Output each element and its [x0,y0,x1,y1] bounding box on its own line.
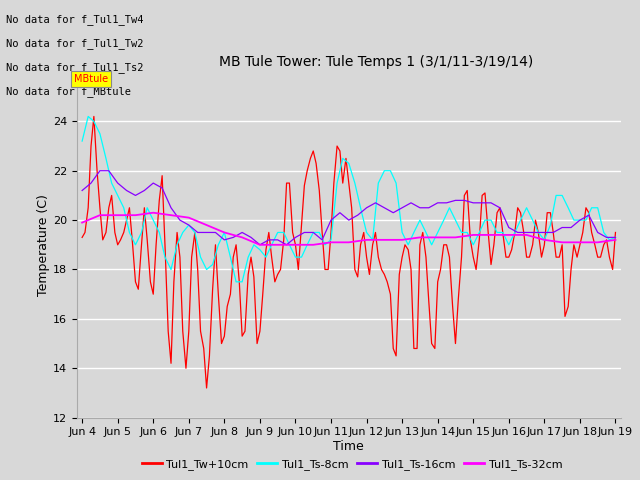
Text: No data for f_Tul1_Ts2: No data for f_Tul1_Ts2 [6,62,144,73]
Title: MB Tule Tower: Tule Temps 1 (3/1/11-3/19/14): MB Tule Tower: Tule Temps 1 (3/1/11-3/19… [219,56,533,70]
Text: No data for f_Tul1_Tw2: No data for f_Tul1_Tw2 [6,38,144,49]
Text: No data for f_Tul1_Tw4: No data for f_Tul1_Tw4 [6,14,144,25]
X-axis label: Time: Time [333,440,364,453]
Legend: Tul1_Tw+10cm, Tul1_Ts-8cm, Tul1_Ts-16cm, Tul1_Ts-32cm: Tul1_Tw+10cm, Tul1_Ts-8cm, Tul1_Ts-16cm,… [138,455,566,474]
Text: No data for f_MBtule: No data for f_MBtule [6,86,131,97]
Text: MBtule: MBtule [74,74,108,84]
Y-axis label: Temperature (C): Temperature (C) [37,194,50,296]
